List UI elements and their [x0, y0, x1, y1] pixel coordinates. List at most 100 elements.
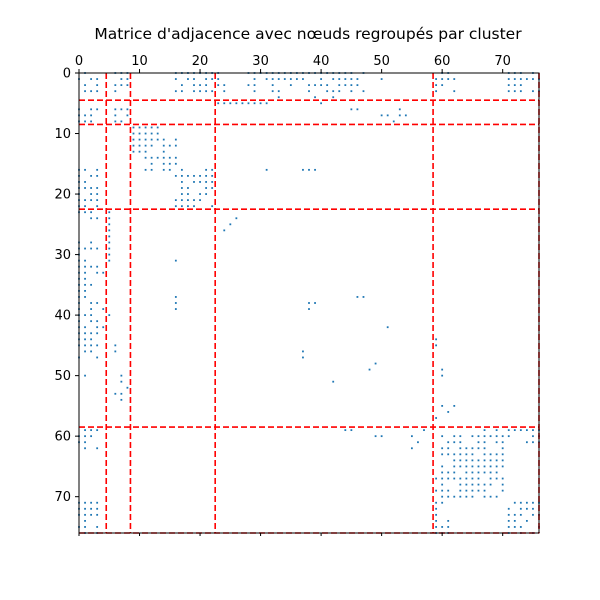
matrix-point: [435, 489, 438, 492]
matrix-point: [483, 495, 486, 498]
matrix-point: [126, 386, 129, 389]
matrix-point: [84, 435, 86, 438]
matrix-point: [302, 168, 304, 171]
matrix-point: [314, 84, 316, 87]
matrix-point: [532, 429, 534, 432]
matrix-point: [84, 296, 86, 298]
matrix-point: [180, 168, 183, 171]
matrix-point: [465, 447, 468, 450]
matrix-point: [447, 441, 450, 444]
matrix-point: [483, 459, 486, 462]
matrix-point: [205, 78, 208, 80]
matrix-point: [162, 162, 165, 165]
matrix-point: [120, 398, 123, 401]
matrix-point: [174, 138, 177, 141]
matrix-point: [435, 513, 438, 516]
matrix-point: [465, 489, 468, 492]
matrix-point: [507, 90, 510, 93]
matrix-point: [108, 223, 111, 226]
matrix-point: [326, 90, 329, 93]
matrix-point: [471, 495, 474, 498]
matrix-point: [501, 441, 504, 444]
matrix-point: [423, 429, 425, 432]
matrix-point: [259, 102, 262, 105]
matrix-point: [295, 78, 298, 80]
matrix-point: [150, 132, 153, 135]
matrix-point: [277, 78, 280, 80]
matrix-point: [223, 84, 226, 87]
matrix-point: [211, 187, 214, 189]
matrix-point: [471, 477, 474, 480]
matrix-point: [174, 174, 177, 177]
matrix-point: [489, 465, 492, 468]
matrix-point: [150, 162, 153, 165]
matrix-point: [114, 120, 117, 123]
y-tick-label: 30: [54, 248, 71, 263]
matrix-point: [84, 247, 86, 250]
matrix-point: [84, 350, 86, 353]
matrix-point: [459, 465, 462, 468]
matrix-point: [507, 513, 510, 516]
matrix-points: [78, 72, 540, 534]
matrix-point: [84, 447, 86, 450]
matrix-point: [308, 308, 310, 310]
matrix-point: [410, 447, 413, 450]
matrix-point: [144, 138, 147, 141]
y-tick-label: 50: [54, 369, 71, 384]
matrix-point: [501, 435, 504, 438]
matrix-point: [447, 489, 450, 492]
matrix-point: [435, 78, 438, 80]
matrix-point: [501, 453, 504, 456]
matrix-point: [174, 199, 177, 202]
matrix-point: [187, 199, 189, 202]
matrix-point: [471, 471, 474, 474]
matrix-point: [374, 362, 377, 365]
matrix-point: [513, 78, 516, 80]
matrix-point: [459, 453, 462, 456]
matrix-point: [265, 78, 268, 80]
matrix-point: [471, 465, 474, 468]
matrix-point: [344, 429, 347, 432]
matrix-point: [132, 138, 135, 141]
matrix-point: [441, 368, 444, 371]
matrix-point: [447, 78, 450, 80]
matrix-point: [174, 90, 177, 93]
matrix-point: [96, 90, 99, 93]
matrix-point: [156, 138, 159, 141]
matrix-point: [156, 132, 159, 135]
matrix-point: [277, 90, 280, 93]
matrix-point: [495, 465, 498, 468]
matrix-point: [229, 102, 232, 105]
matrix-point: [453, 459, 456, 462]
matrix-point: [525, 429, 528, 432]
matrix-point: [96, 332, 99, 335]
matrix-point: [362, 90, 365, 93]
matrix-point: [84, 259, 86, 262]
matrix-point: [483, 489, 486, 492]
matrix-point: [84, 84, 86, 87]
matrix-point: [229, 223, 232, 226]
matrix-point: [168, 144, 171, 147]
matrix-point: [96, 526, 99, 528]
matrix-point: [96, 205, 99, 208]
matrix-point: [314, 302, 316, 304]
matrix-point: [102, 271, 105, 274]
matrix-point: [223, 229, 226, 232]
matrix-point: [326, 84, 329, 87]
matrix-point: [398, 108, 401, 111]
matrix-point: [465, 483, 468, 486]
matrix-point: [96, 199, 99, 202]
x-tick-label: 70: [494, 54, 511, 69]
matrix-point: [513, 501, 516, 504]
matrix-point: [519, 429, 522, 432]
matrix-point: [532, 90, 534, 93]
matrix-point: [253, 78, 256, 80]
matrix-point: [453, 435, 456, 438]
matrix-point: [532, 441, 534, 444]
y-tick-label: 20: [54, 188, 71, 203]
matrix-point: [199, 193, 201, 195]
matrix-point: [459, 435, 462, 438]
matrix-point: [519, 507, 522, 510]
matrix-point: [193, 90, 195, 93]
matrix-point: [180, 84, 183, 87]
